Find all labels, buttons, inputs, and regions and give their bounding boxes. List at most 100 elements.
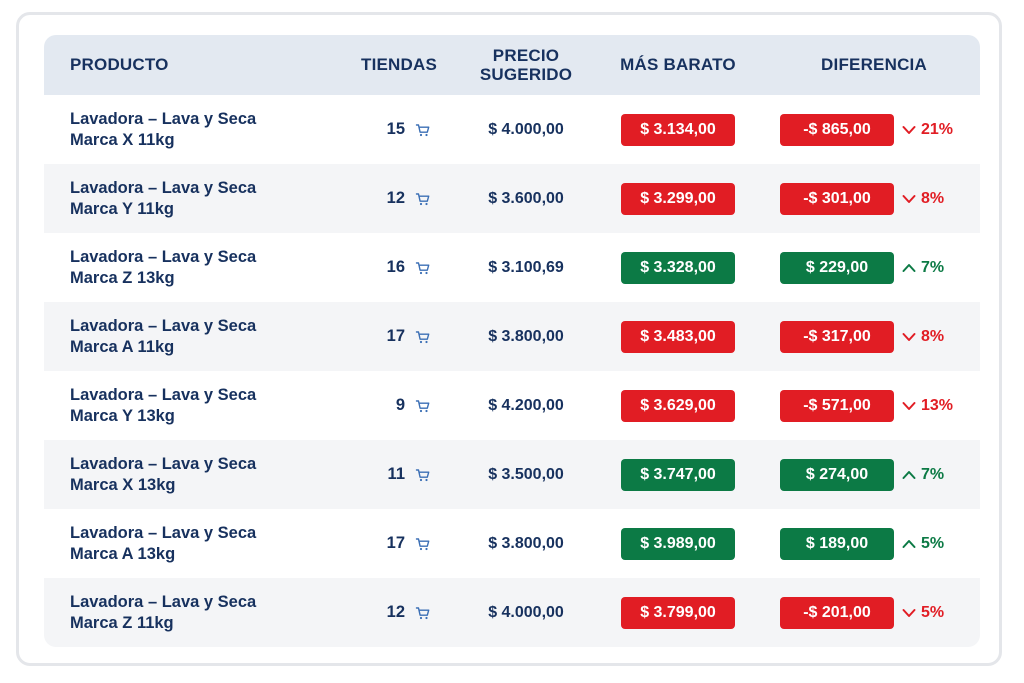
product-name-line1: Lavadora – Lava y Seca [70, 316, 257, 335]
suggested-price: $ 3.100,69 [488, 258, 564, 276]
chevron-up-icon [902, 539, 921, 549]
product-name[interactable]: Lavadora – Lava y Seca Marca Z 11kg [44, 592, 334, 634]
cheapest-cell: $ 3.328,00 [588, 251, 768, 284]
chevron-up-icon [902, 263, 921, 273]
percent-value: 5% [921, 534, 945, 552]
cheapest-price-badge: $ 3.747,00 [621, 458, 735, 491]
percent-value: 13% [921, 396, 954, 414]
stores-cell[interactable]: 17 [334, 534, 464, 553]
cart-icon[interactable] [415, 398, 431, 414]
table-row[interactable]: Lavadora – Lava y Seca Marca X 13kg 11 $… [44, 440, 980, 509]
product-name[interactable]: Lavadora – Lava y Seca Marca A 13kg [44, 523, 334, 565]
col-precio-line1: PRECIO [492, 46, 560, 65]
difference-badge: $ 229,00 [780, 251, 894, 284]
product-name[interactable]: Lavadora – Lava y Seca Marca X 13kg [44, 454, 334, 496]
difference-badge: -$ 201,00 [780, 596, 894, 629]
product-name[interactable]: Lavadora – Lava y Seca Marca A 11kg [44, 316, 334, 358]
table-row[interactable]: Lavadora – Lava y Seca Marca Z 13kg 16 $… [44, 233, 980, 302]
stores-count: 12 [386, 189, 405, 207]
product-name-line1: Lavadora – Lava y Seca [70, 109, 257, 128]
col-producto[interactable]: PRODUCTO [70, 55, 169, 74]
difference-cell: $ 229,00 7% [768, 251, 980, 284]
cheapest-cell: $ 3.299,00 [588, 182, 768, 215]
product-name-line2: Marca A 13kg [70, 544, 176, 563]
cheapest-price-badge: $ 3.799,00 [621, 596, 735, 629]
stores-cell[interactable]: 17 [334, 327, 464, 346]
cart-icon[interactable] [415, 329, 431, 345]
table-row[interactable]: Lavadora – Lava y Seca Marca A 13kg 17 $… [44, 509, 980, 578]
col-precio-sugerido[interactable]: PRECIO SUGERIDO [464, 46, 588, 84]
difference-percent: 8% [902, 190, 944, 208]
cheapest-price-badge: $ 3.483,00 [621, 320, 735, 353]
stores-cell[interactable]: 12 [334, 603, 464, 622]
table-row[interactable]: Lavadora – Lava y Seca Marca A 11kg 17 $… [44, 302, 980, 371]
chevron-up-icon [902, 470, 921, 480]
stores-cell[interactable]: 11 [334, 465, 464, 484]
percent-value: 7% [921, 258, 945, 276]
cart-icon[interactable] [415, 467, 431, 483]
table-row[interactable]: Lavadora – Lava y Seca Marca Z 11kg 12 $… [44, 578, 980, 647]
suggested-price: $ 4.200,00 [488, 396, 564, 414]
suggested-price: $ 4.000,00 [488, 603, 564, 621]
stores-count: 9 [395, 396, 405, 414]
product-name-line1: Lavadora – Lava y Seca [70, 247, 257, 266]
product-name-line2: Marca A 11kg [70, 337, 175, 356]
difference-percent: 5% [902, 604, 944, 622]
difference-cell: -$ 317,00 8% [768, 320, 980, 353]
table-row[interactable]: Lavadora – Lava y Seca Marca X 11kg 15 $… [44, 95, 980, 164]
product-name[interactable]: Lavadora – Lava y Seca Marca X 11kg [44, 109, 334, 151]
chevron-down-icon [902, 194, 921, 204]
suggested-price: $ 3.800,00 [488, 327, 564, 345]
table-row[interactable]: Lavadora – Lava y Seca Marca Y 13kg 9 $ … [44, 371, 980, 440]
stores-count: 17 [386, 534, 405, 552]
difference-cell: $ 189,00 5% [768, 527, 980, 560]
difference-cell: -$ 301,00 8% [768, 182, 980, 215]
col-tiendas[interactable]: TIENDAS [360, 55, 438, 74]
stores-cell[interactable]: 9 [334, 396, 464, 415]
col-precio-line2: SUGERIDO [479, 65, 573, 84]
product-name-line1: Lavadora – Lava y Seca [70, 454, 257, 473]
cheapest-price-badge: $ 3.629,00 [621, 389, 735, 422]
table-body: Lavadora – Lava y Seca Marca X 11kg 15 $… [44, 95, 980, 647]
difference-percent: 13% [902, 397, 953, 415]
cheapest-price-badge: $ 3.134,00 [621, 113, 735, 146]
product-name-line1: Lavadora – Lava y Seca [70, 178, 257, 197]
cart-icon[interactable] [415, 605, 431, 621]
product-name[interactable]: Lavadora – Lava y Seca Marca Z 13kg [44, 247, 334, 289]
stores-cell[interactable]: 12 [334, 189, 464, 208]
stores-cell[interactable]: 16 [334, 258, 464, 277]
difference-badge: -$ 571,00 [780, 389, 894, 422]
suggested-price: $ 4.000,00 [488, 120, 564, 138]
suggested-price: $ 3.800,00 [488, 534, 564, 552]
product-name-line1: Lavadora – Lava y Seca [70, 385, 257, 404]
product-name-line2: Marca Y 11kg [70, 199, 174, 218]
stores-count: 11 [387, 465, 405, 483]
cheapest-price-badge: $ 3.328,00 [621, 251, 735, 284]
table-header: PRODUCTO TIENDAS PRECIO SUGERIDO MÁS BAR… [44, 35, 980, 95]
cart-icon[interactable] [415, 122, 431, 138]
product-name-line2: Marca Z 13kg [70, 268, 175, 287]
difference-percent: 21% [902, 121, 953, 139]
percent-value: 21% [921, 120, 954, 138]
cheapest-cell: $ 3.989,00 [588, 527, 768, 560]
difference-cell: -$ 865,00 21% [768, 113, 980, 146]
product-name-line2: Marca X 13kg [70, 475, 176, 494]
col-diferencia[interactable]: DIFERENCIA [821, 55, 927, 74]
cart-icon[interactable] [415, 191, 431, 207]
percent-value: 5% [921, 603, 945, 621]
stores-cell[interactable]: 15 [334, 120, 464, 139]
difference-badge: $ 274,00 [780, 458, 894, 491]
price-comparison-table: PRODUCTO TIENDAS PRECIO SUGERIDO MÁS BAR… [44, 35, 980, 647]
product-name[interactable]: Lavadora – Lava y Seca Marca Y 13kg [44, 385, 334, 427]
cheapest-cell: $ 3.483,00 [588, 320, 768, 353]
table-row[interactable]: Lavadora – Lava y Seca Marca Y 11kg 12 $… [44, 164, 980, 233]
difference-badge: -$ 301,00 [780, 182, 894, 215]
percent-value: 8% [921, 189, 945, 207]
col-mas-barato[interactable]: MÁS BARATO [620, 55, 736, 74]
cart-icon[interactable] [415, 260, 431, 276]
product-name[interactable]: Lavadora – Lava y Seca Marca Y 11kg [44, 178, 334, 220]
cheapest-price-badge: $ 3.299,00 [621, 182, 735, 215]
cheapest-cell: $ 3.799,00 [588, 596, 768, 629]
cart-icon[interactable] [415, 536, 431, 552]
difference-cell: $ 274,00 7% [768, 458, 980, 491]
